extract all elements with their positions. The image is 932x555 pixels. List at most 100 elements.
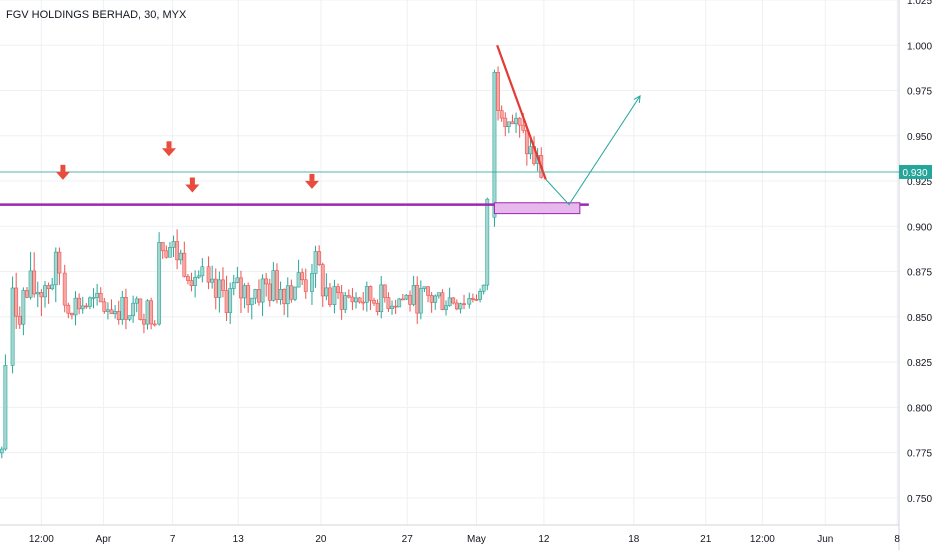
candle-body xyxy=(350,296,355,303)
candle-body xyxy=(116,311,121,320)
candle-body xyxy=(213,278,218,298)
candle-body xyxy=(21,290,26,325)
candle-body xyxy=(39,292,44,298)
candle-body xyxy=(106,309,110,312)
candle-body xyxy=(336,286,340,293)
candle-body xyxy=(293,286,297,300)
candle-body xyxy=(328,287,332,305)
y-tick-label: 0.975 xyxy=(907,87,932,98)
candle-body xyxy=(267,283,272,301)
candle-body xyxy=(289,285,294,300)
candle-body xyxy=(35,292,40,295)
trend-line xyxy=(496,44,547,180)
candle-body xyxy=(253,289,258,299)
candle-body xyxy=(95,292,100,298)
candle-body xyxy=(228,288,233,313)
candle-body xyxy=(142,319,146,325)
candle-body xyxy=(320,264,325,297)
candle-body xyxy=(375,302,380,313)
candle-body xyxy=(354,297,358,303)
candle-body xyxy=(382,284,387,298)
candle-body xyxy=(124,297,128,320)
candle-body xyxy=(524,129,529,155)
demand-zone xyxy=(493,202,581,215)
candle-body xyxy=(235,277,240,283)
candle-body xyxy=(120,297,125,320)
candle-body xyxy=(404,294,409,300)
y-tick-label: 0.825 xyxy=(907,358,932,369)
x-tick-label: 8 xyxy=(894,534,900,545)
candle-body xyxy=(436,292,441,297)
down-arrow-marker-head xyxy=(162,148,177,157)
candle-body xyxy=(386,297,391,309)
candle-body xyxy=(242,285,247,299)
candle-body xyxy=(62,272,67,306)
candle-body xyxy=(43,285,47,298)
candle-body xyxy=(478,290,482,300)
x-tick-label: 12 xyxy=(538,534,550,545)
candle-body xyxy=(271,270,276,301)
candle-body xyxy=(221,279,225,291)
candle-body xyxy=(28,270,33,298)
projection-arrowhead xyxy=(633,95,641,103)
candle-body xyxy=(246,285,251,306)
candle-body xyxy=(134,298,139,304)
candle-body xyxy=(499,110,504,119)
y-tick-label: 0.850 xyxy=(907,313,932,324)
candle-body xyxy=(3,365,8,450)
candle-body xyxy=(517,117,522,126)
candle-body xyxy=(152,323,157,326)
down-arrow-marker xyxy=(309,173,315,181)
y-tick-label: 1.025 xyxy=(907,0,932,7)
candle-body xyxy=(189,280,194,286)
candle-body xyxy=(444,305,448,310)
candle-body xyxy=(390,305,394,309)
y-tick-label: 1.000 xyxy=(907,41,932,52)
down-arrow-marker xyxy=(189,177,195,185)
x-tick-label: 27 xyxy=(402,534,414,545)
candle-body xyxy=(210,278,215,283)
candle-body xyxy=(361,301,366,304)
candle-body xyxy=(514,117,518,125)
candle-body xyxy=(260,278,265,303)
candle-body xyxy=(313,251,318,274)
candle-body xyxy=(98,292,103,303)
candle-body xyxy=(70,312,74,316)
candle-body xyxy=(368,286,373,301)
candle-body xyxy=(343,295,348,310)
candle-body xyxy=(138,298,143,320)
current-price-label: 0.930 xyxy=(902,168,927,179)
y-tick-label: 0.800 xyxy=(907,403,932,414)
candle-body xyxy=(149,300,154,325)
x-tick-label: 12:00 xyxy=(29,534,54,545)
candle-body xyxy=(296,272,301,288)
candle-body xyxy=(275,270,279,300)
candle-body xyxy=(303,279,308,292)
candle-body xyxy=(264,278,269,285)
candle-body xyxy=(418,288,423,314)
candle-body xyxy=(257,289,261,303)
y-tick-label: 0.900 xyxy=(907,222,932,233)
y-tick-label: 0.775 xyxy=(907,449,932,460)
candle-body xyxy=(231,282,236,289)
chart-title: FGV HOLDINGS BERHAD, 30, MYX xyxy=(6,9,187,21)
candle-body xyxy=(186,276,190,281)
candle-body xyxy=(467,298,472,305)
candle-body xyxy=(84,305,89,308)
candle-body xyxy=(175,241,180,261)
candle-body xyxy=(462,303,466,305)
candle-body xyxy=(506,121,511,127)
candle-body xyxy=(521,124,526,131)
candle-body xyxy=(492,72,497,218)
candle-body xyxy=(91,297,96,299)
x-tick-label: 13 xyxy=(233,534,245,545)
projection-path xyxy=(545,95,641,206)
candle-body xyxy=(88,297,92,307)
candle-body xyxy=(364,286,369,303)
candle-body xyxy=(32,270,37,295)
candle-body xyxy=(440,292,445,310)
candle-body xyxy=(510,121,515,125)
candle-body xyxy=(0,448,4,454)
